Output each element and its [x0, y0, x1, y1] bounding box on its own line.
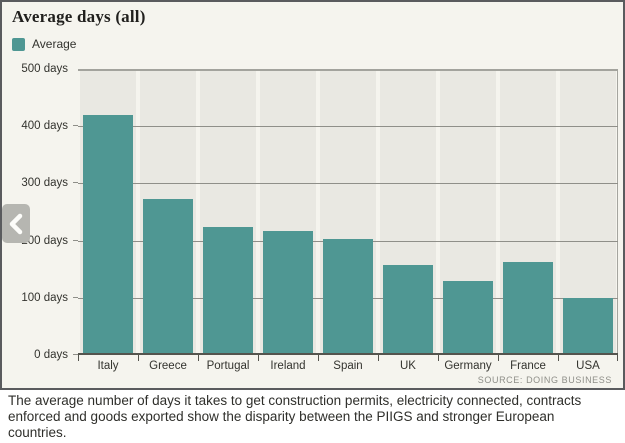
x-axis: Italy Greece Portugal Ireland Spain UK Germany…	[78, 360, 618, 376]
plot-right-edge	[617, 69, 618, 355]
y-axis: 0 days 100 days 200 days 300 days 400 days 50…	[2, 63, 68, 361]
y-tick-label: 200 days	[21, 234, 68, 247]
y-tick	[73, 296, 78, 298]
chart-panel: Average days (all) Average 0 days 100 day…	[0, 0, 625, 390]
x-tick-label: Spain	[333, 360, 363, 372]
plot-area	[73, 69, 618, 361]
x-tick-label: Portugal	[206, 360, 250, 372]
x-tick	[558, 355, 559, 361]
gridline	[78, 183, 618, 185]
y-tick-label: 0 days	[34, 349, 68, 361]
x-tick-label: France	[510, 360, 546, 372]
x-axis-line	[78, 353, 618, 355]
chart-title: Average days (all)	[12, 7, 146, 26]
y-tick	[73, 182, 78, 184]
source-label: SOURCE: DOING BUSINESS	[477, 375, 612, 385]
bar-ireland	[263, 231, 313, 355]
bar-france	[503, 262, 553, 355]
x-tick-label: Italy	[97, 360, 119, 372]
y-tick-label: 500 days	[21, 63, 68, 75]
x-tick-label: USA	[576, 360, 600, 372]
bar-italy	[83, 115, 133, 355]
x-tick-label: Greece	[149, 360, 187, 372]
bar-germany	[443, 281, 493, 355]
legend-swatch	[12, 37, 25, 51]
y-tick-label: 100 days	[21, 291, 68, 304]
bar-uk	[383, 265, 433, 355]
gridline	[78, 126, 618, 128]
y-tick	[73, 239, 78, 241]
caption: The average number of days it takes to g…	[8, 393, 608, 441]
x-tick-label: Germany	[444, 360, 492, 372]
x-tick-label: Ireland	[270, 360, 306, 372]
y-tick	[73, 125, 78, 127]
y-tick-label: 400 days	[21, 120, 68, 133]
x-tick	[138, 355, 139, 361]
x-tick	[498, 355, 499, 361]
x-tick	[198, 355, 199, 361]
carousel-prev-button[interactable]	[2, 204, 30, 243]
y-tick-label: 300 days	[21, 177, 68, 190]
x-tick	[318, 355, 319, 361]
gridline	[78, 69, 618, 71]
x-tick	[258, 355, 259, 361]
legend-label: Average	[32, 37, 77, 51]
chevron-left-icon	[9, 213, 23, 234]
bar-greece	[143, 199, 193, 355]
x-tick	[378, 355, 379, 361]
y-tick	[73, 354, 78, 355]
x-tick	[617, 355, 618, 361]
bar-spain	[323, 239, 373, 355]
x-tick	[78, 355, 79, 361]
bar-portugal	[203, 227, 253, 355]
x-tick	[438, 355, 439, 361]
x-tick-label: UK	[400, 360, 416, 372]
bar-usa	[563, 298, 613, 355]
legend: Average	[12, 37, 76, 51]
